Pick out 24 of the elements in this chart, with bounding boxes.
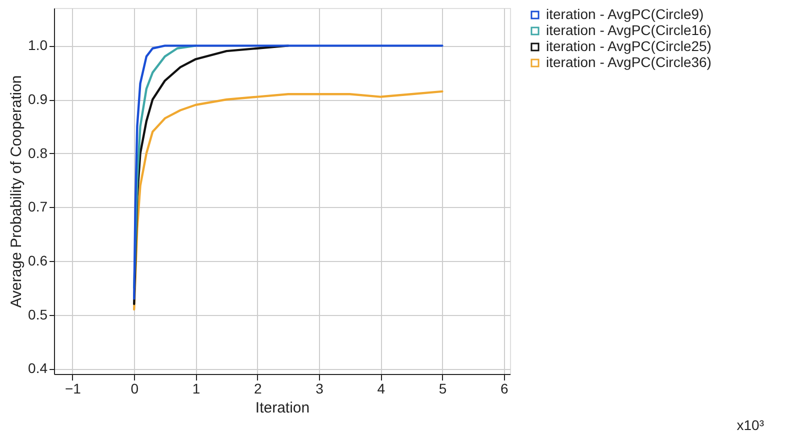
y-tick-label: 0.9	[28, 91, 48, 107]
text: x10³	[736, 417, 764, 433]
x-tick-label: 4	[377, 380, 386, 396]
x-tick-label: −1	[65, 380, 82, 396]
x-tick-label: 2	[254, 380, 262, 396]
y-tick-label: 0.6	[28, 252, 48, 268]
x-tick-label: 6	[500, 380, 508, 396]
legend-label: iteration - AvgPC(Circle25)	[546, 38, 712, 54]
line-series	[133, 90, 444, 311]
x-tick-label: 5	[438, 380, 447, 396]
y-tick-label: 0.4	[28, 360, 48, 376]
x-tick-label: 0	[130, 380, 139, 396]
legend-label: iteration - AvgPC(Circle36)	[546, 54, 712, 70]
legend-label: iteration - AvgPC(Circle9)	[546, 6, 704, 22]
y-axis-title: Average Probability of Cooperation	[8, 75, 26, 308]
x-tick-label: 1	[192, 380, 200, 396]
y-tick-label: 0.8	[28, 144, 48, 161]
y-tick-label: 0.7	[28, 198, 48, 215]
x-axis-title: Iteration	[255, 400, 310, 416]
x-tick-label: 3	[316, 380, 324, 396]
legend-label: iteration - AvgPC(Circle16)	[546, 22, 712, 38]
line-series	[133, 44, 444, 300]
y-tick-label: 1.0	[28, 37, 48, 54]
y-tick-label: 0.5	[28, 306, 48, 322]
